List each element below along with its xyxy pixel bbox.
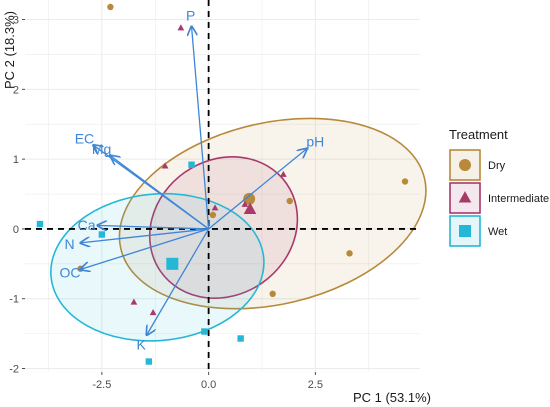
point-intermediate (211, 204, 219, 211)
legend-title: Treatment (449, 127, 508, 142)
point-intermediate (149, 309, 157, 316)
loading-arrow-n (81, 228, 209, 243)
point-wet (237, 335, 244, 342)
point-intermediate (279, 170, 287, 177)
loading-arrow-oc (81, 228, 209, 269)
loading-label-ca: Ca (78, 217, 96, 233)
loading-arrow-p (192, 27, 210, 229)
plot-panel (25, 0, 420, 372)
data-points (36, 3, 409, 365)
point-wet (98, 231, 106, 238)
loading-arrow-mg (110, 156, 210, 230)
centroid-dry (243, 192, 256, 205)
point-wet (145, 358, 153, 365)
axes: -2.5 0.0 2.5 -2 -1 0 1 2 3 PC 1 (53.1%) PC 2 (18.3… (2, 11, 431, 405)
legend-marker-intermediate (458, 191, 472, 203)
x-tick-label: 0.0 (201, 379, 216, 391)
point-intermediate (161, 162, 169, 169)
legend-marker-wet (459, 225, 471, 237)
loading-arrow-k (147, 228, 210, 335)
x-tick-label: 2.5 (308, 379, 323, 391)
y-tick-label: 3 (13, 15, 19, 27)
loading-label-ec: EC (75, 131, 94, 147)
point-intermediate (130, 298, 138, 305)
point-dry (269, 290, 276, 298)
point-intermediate (177, 24, 185, 31)
reference-lines (25, 0, 420, 372)
point-dry (107, 3, 114, 11)
loading-label-p: P (186, 8, 195, 24)
legend-label-dry: Dry (488, 160, 506, 172)
legend-label-wet: Wet (488, 226, 507, 238)
point-dry (286, 197, 293, 205)
loading-arrow-ca (98, 225, 209, 228)
loading-label-n: N (65, 236, 75, 252)
point-dry (346, 250, 353, 257)
legend-key-dry (449, 149, 481, 181)
loading-arrow-ph (208, 149, 307, 230)
legend: Treatment Dry Intermediate Wet (449, 127, 549, 247)
legend-marker-dry (459, 159, 471, 171)
point-dry (401, 178, 409, 185)
point-wet (188, 161, 195, 168)
loading-label-mg: Mg (92, 141, 111, 157)
ellipse-intermediate (148, 156, 299, 299)
y-tick-label: 1 (13, 154, 19, 166)
confidence-ellipses (50, 117, 427, 342)
y-tick-label: 0 (13, 224, 19, 236)
loading-label-oc: OC (60, 265, 81, 281)
loading-label-k: K (136, 337, 146, 353)
centroid-wet (166, 257, 179, 270)
point-dry (209, 211, 217, 219)
y-tick-label: -1 (9, 294, 19, 306)
loading-label-ph: pH (306, 134, 324, 150)
x-axis-title: PC 1 (53.1%) (353, 390, 431, 405)
y-axis-title: PC 2 (18.3%) (2, 11, 17, 89)
legend-label-intermediate: Intermediate (488, 193, 549, 205)
y-tick-label: -2 (9, 364, 19, 376)
point-intermediate (241, 200, 249, 207)
x-tick-label: -2.5 (92, 379, 111, 391)
centroid-intermediate (243, 202, 257, 214)
point-wet (201, 328, 208, 335)
y-tick-label: 2 (13, 84, 19, 96)
point-wet (36, 220, 44, 228)
